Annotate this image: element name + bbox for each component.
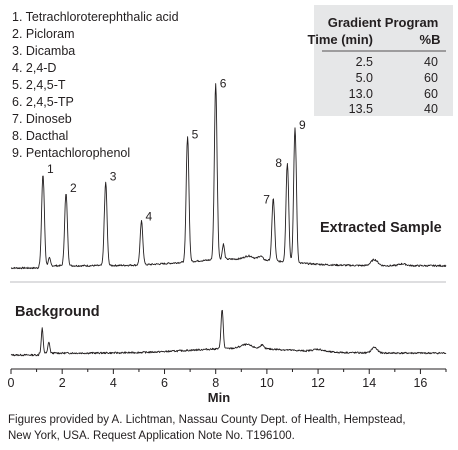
gradient-header-time: Time (min) [308, 32, 374, 47]
legend-entry-8: 8. Dacthal [12, 129, 68, 143]
peak-label-3: 3 [110, 169, 117, 183]
gradient-row-1-b: 40 [424, 55, 438, 69]
x-tick-label-2: 2 [59, 376, 66, 390]
extracted-sample-label: Extracted Sample [320, 220, 442, 236]
caption-line-2: New York, USA. Request Application Note … [8, 430, 295, 442]
peak-label-7: 7 [263, 192, 270, 206]
x-tick-label-14: 14 [362, 376, 376, 390]
legend-entry-3: 3. Dicamba [12, 44, 75, 58]
x-tick-label-0: 0 [8, 376, 15, 390]
gradient-row-3-b: 60 [424, 87, 438, 101]
peak-label-4: 4 [146, 209, 153, 223]
legend-entry-1: 1. Tetrachloroterephthalic acid [12, 10, 179, 24]
caption-line-1: Figures provided by A. Lichtman, Nassau … [8, 414, 406, 426]
gradient-row-3-time: 13.0 [349, 87, 373, 101]
x-tick-label-12: 12 [311, 376, 325, 390]
x-tick-label-6: 6 [161, 376, 168, 390]
peak-label-6: 6 [220, 76, 227, 90]
legend-entry-4: 4. 2,4-D [12, 61, 56, 75]
x-tick-label-8: 8 [212, 376, 219, 390]
x-axis: 0 2 4 6 8 10 12 14 16 [8, 368, 447, 390]
peak-label-2: 2 [70, 181, 77, 195]
gradient-row-2-time: 5.0 [356, 71, 373, 85]
x-tick-label-16: 16 [413, 376, 427, 390]
peak-label-1: 1 [47, 162, 54, 176]
x-tick-label-4: 4 [110, 376, 117, 390]
peak-label-5: 5 [192, 128, 199, 142]
chromatogram-chart: 1. Tetrachloroterephthalic acid 2. Piclo… [8, 5, 453, 405]
legend-entry-6: 6. 2,4,5-TP [12, 95, 74, 109]
legend-entry-9: 9. Pentachlorophenol [12, 146, 130, 160]
peak-label-8: 8 [275, 156, 282, 170]
background-label: Background [15, 304, 100, 320]
gradient-program-table: Gradient Program Time (min) %B 2.5 40 5.… [308, 5, 453, 116]
peak-legend: 1. Tetrachloroterephthalic acid 2. Piclo… [12, 10, 179, 160]
gradient-row-2-b: 60 [424, 71, 438, 85]
legend-entry-7: 7. Dinoseb [12, 112, 72, 126]
gradient-table-title: Gradient Program [328, 15, 439, 30]
peak-label-9: 9 [299, 118, 306, 132]
gradient-table-background [314, 5, 453, 116]
extracted-sample-trace [10, 83, 447, 270]
gradient-row-4-time: 13.5 [349, 102, 373, 116]
legend-entry-5: 5. 2,4,5-T [12, 78, 66, 92]
gradient-row-4-b: 40 [424, 102, 438, 116]
gradient-header-percent-b: %B [420, 32, 441, 47]
background-trace [10, 309, 447, 357]
figure-caption: Figures provided by A. Lichtman, Nassau … [8, 412, 453, 444]
gradient-row-1-time: 2.5 [356, 55, 373, 69]
legend-entry-2: 2. Picloram [12, 27, 75, 41]
peak-labels: 1 2 3 4 5 6 7 8 9 [47, 76, 306, 223]
x-axis-title: Min [208, 390, 230, 405]
x-tick-label-10: 10 [260, 376, 274, 390]
